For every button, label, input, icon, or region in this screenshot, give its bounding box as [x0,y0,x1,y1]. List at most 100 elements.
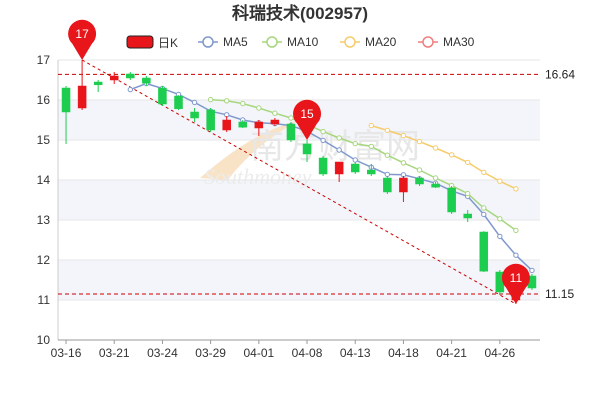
candle-body [158,87,167,105]
ma20-point [368,122,374,129]
candle-body [61,87,71,113]
candle-body [447,187,456,213]
ma5-point [320,137,326,144]
y-tick-label: 10 [37,333,51,347]
ma10-point [368,143,374,150]
candle [415,176,424,186]
candle [190,108,199,122]
ma5-point [191,99,198,106]
reference-line-label: 11.15 [545,287,574,301]
candle-body [479,231,489,272]
candle-body [142,77,151,84]
ma10-point [481,205,487,211]
trend-line [81,59,517,305]
candle-body [383,177,392,193]
price-marker-label: 15 [300,107,314,121]
y-tick-label: 13 [37,213,51,227]
x-tick-label: 03-24 [147,346,178,360]
candle [447,186,456,214]
ma20-point [448,152,455,158]
ma5-point [336,147,342,153]
legend-swatch-dot [422,36,434,48]
ma20-point [400,132,407,139]
candle-body [109,75,119,81]
ma20-point [416,138,423,145]
candle [350,162,360,174]
price-marker: 15 [293,99,322,140]
candle-body [93,81,103,86]
trend-line-segment [81,59,517,305]
watermark-subtext: Southmoney [204,164,312,189]
candle [222,116,231,132]
ma10-point [513,227,519,234]
legend-swatch-dot [344,36,356,48]
y-tick-label: 15 [37,133,51,147]
legend-label: MA5 [223,35,248,49]
candle [431,182,440,188]
candle-body [206,109,215,131]
ma10-point [320,128,326,135]
ma20-line [371,124,517,190]
ma10-point [465,190,471,197]
x-tick-label: 03-29 [195,346,226,360]
legend-item-ma20: MA20 [340,35,397,49]
legend-label: MA10 [287,35,319,49]
legend-swatch-dot [202,36,214,48]
ma10-point [256,105,262,111]
y-tick-label: 17 [37,53,51,67]
candle-body [463,213,472,219]
x-tick-label: 04-18 [388,346,419,360]
candle [254,120,264,136]
ma10-point [416,167,423,173]
candle [126,72,135,80]
ma10-point [384,152,391,158]
candle [367,164,376,176]
x-tick-label: 04-13 [340,346,371,360]
x-tick-label: 04-21 [436,346,467,360]
x-tick-label: 03-21 [99,346,130,360]
legend-label: MA20 [365,35,397,49]
price-marker: 11 [501,263,530,304]
candle [318,156,328,176]
legend: 日K MA5 MA10 MA20 MA30 [126,35,475,50]
candle [463,210,472,222]
x-axis: 03-16 03-21 03-24 03-29 04-01 04-08 04-13 04-18… [51,339,540,360]
candle [109,72,119,84]
legend-swatch-k [126,35,154,49]
watermark-swoosh [200,120,300,180]
price-marker-label: 11 [510,271,523,285]
ma5-line [130,82,533,271]
legend-label: 日K [158,36,178,50]
x-tick-label: 03-16 [51,346,82,360]
y-axis: 10 11 12 13 14 15 16 17 [37,53,59,347]
candle [302,140,312,162]
legend-item-ma5: MA5 [198,35,248,49]
legend-label: MA30 [443,35,475,49]
ma10-point [224,98,230,104]
ma5-point [352,157,358,163]
candle-body [238,121,248,128]
candle [142,76,151,86]
candle-body [415,177,424,185]
candle [270,118,280,126]
candle [77,60,87,110]
ma10-point [497,216,503,222]
legend-item-ma30: MA30 [418,35,475,49]
plot-bands [58,100,540,300]
candle-body [174,95,183,110]
candle [479,231,489,272]
candle [383,176,392,194]
reference-lines: 16.64 11.15 [58,67,575,301]
candle [158,86,167,106]
ma20-point [432,145,439,151]
candle-body [254,121,264,129]
candle-body [318,157,328,175]
candle-body [431,183,440,188]
price-marker-pin [293,99,322,140]
legend-item-ma10: MA10 [262,35,319,49]
candle-body [222,119,231,131]
x-tick-label: 04-01 [243,346,274,360]
candle-body [286,123,296,141]
candle-body [77,85,87,109]
